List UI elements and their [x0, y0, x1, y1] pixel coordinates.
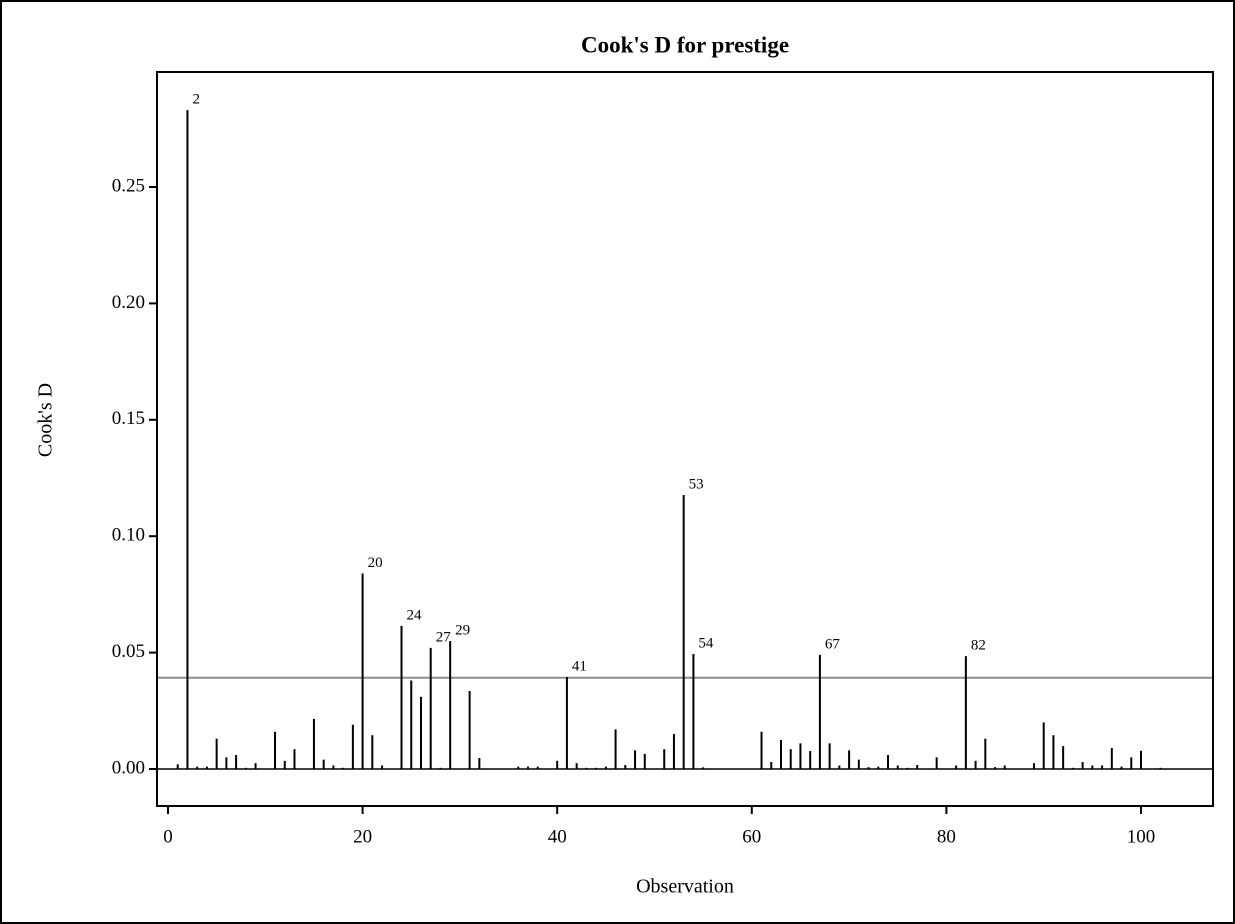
x-tick-label: 100	[1127, 826, 1156, 847]
point-label: 24	[407, 607, 423, 623]
x-tick-label: 60	[742, 826, 761, 847]
point-label: 54	[698, 635, 714, 651]
point-label: 29	[455, 622, 470, 638]
y-tick-label: 0.05	[112, 641, 145, 662]
point-label: 2	[192, 92, 200, 108]
point-label: 27	[436, 629, 452, 645]
chart-title: Cook's D for prestige	[581, 32, 789, 57]
x-tick-label: 40	[548, 826, 567, 847]
x-tick-label: 0	[163, 826, 173, 847]
y-tick-label: 0.10	[112, 525, 145, 546]
x-tick-label: 80	[937, 826, 956, 847]
y-tick-label: 0.20	[112, 292, 145, 313]
point-label: 53	[689, 476, 704, 492]
point-label: 67	[825, 636, 841, 652]
y-tick-label: 0.15	[112, 408, 145, 429]
y-tick-label: 0.00	[112, 757, 145, 778]
y-tick-label: 0.25	[112, 175, 145, 196]
y-axis-label: Cook's D	[35, 383, 57, 457]
point-label: 20	[368, 555, 383, 571]
point-label: 41	[572, 658, 587, 674]
plot-frame	[156, 71, 1214, 807]
point-label: 82	[971, 638, 986, 654]
x-tick-label: 20	[353, 826, 372, 847]
x-axis-label: Observation	[636, 876, 734, 898]
